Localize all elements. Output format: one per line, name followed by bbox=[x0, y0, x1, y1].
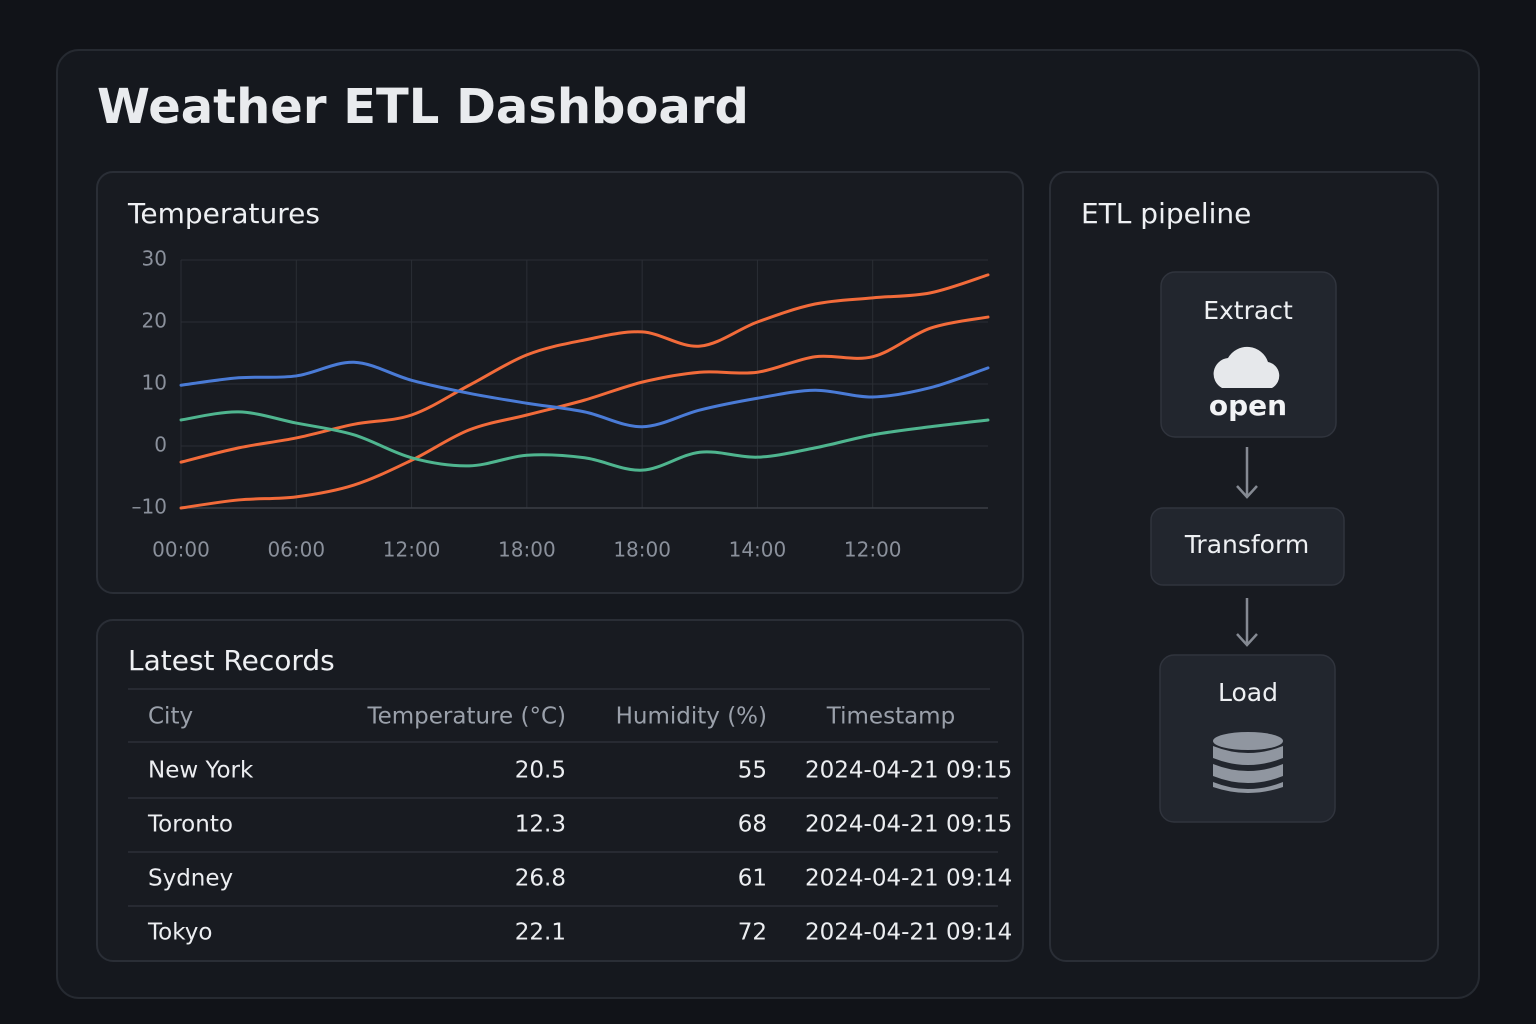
column-header: Humidity (%) bbox=[616, 704, 767, 730]
table-cell: 55 bbox=[738, 758, 767, 784]
x-tick-label: 14:00 bbox=[729, 538, 787, 562]
series-line bbox=[179, 315, 990, 510]
chart: 30 20 10 0 –10 00:00 06:00 12:00 18:00 18:00 14:00… bbox=[132, 247, 990, 562]
table-cell: Sydney bbox=[148, 866, 233, 892]
db-layer bbox=[1213, 764, 1283, 783]
column-header: Timestamp bbox=[826, 704, 955, 730]
table-cell: Toronto bbox=[147, 812, 233, 838]
x-tick-label: 12:00 bbox=[383, 538, 441, 562]
table-cell: 20.5 bbox=[515, 758, 566, 784]
table-cell: 61 bbox=[738, 866, 767, 892]
y-tick-label: –10 bbox=[132, 495, 167, 519]
x-tick-label: 00:00 bbox=[152, 538, 210, 562]
icon-text: open bbox=[1209, 389, 1287, 422]
db-layer bbox=[1213, 746, 1283, 765]
table-cell: 68 bbox=[738, 812, 767, 838]
x-tick-label: 18:00 bbox=[498, 538, 556, 562]
table-cell: 2024-04-21 09:15 bbox=[805, 812, 1012, 838]
series-line bbox=[179, 360, 990, 429]
series-line bbox=[179, 273, 990, 464]
page-title: Weather ETL Dashboard bbox=[97, 79, 749, 135]
x-tick-label: 18:00 bbox=[613, 538, 671, 562]
arrow bbox=[1236, 447, 1258, 499]
table-cell: 2024-04-21 09:14 bbox=[805, 920, 1012, 946]
y-tick-label: 30 bbox=[142, 247, 167, 271]
x-tick-label: 12:00 bbox=[844, 538, 902, 562]
y-tick-label: 0 bbox=[154, 433, 167, 457]
chart-title: Temperatures bbox=[127, 197, 320, 230]
step-label: Load bbox=[1218, 678, 1278, 707]
series-line bbox=[179, 410, 990, 472]
step-label: Extract bbox=[1203, 296, 1293, 325]
table-cell: 26.8 bbox=[515, 866, 566, 892]
table-cell: 12.3 bbox=[515, 812, 566, 838]
x-tick-label: 06:00 bbox=[267, 538, 325, 562]
column-header: City bbox=[148, 704, 193, 730]
table-cell: 2024-04-21 09:15 bbox=[805, 758, 1012, 784]
table-cell: Tokyo bbox=[147, 920, 212, 946]
db-layer bbox=[1213, 782, 1283, 793]
table-title: Latest Records bbox=[128, 644, 335, 677]
database-icon bbox=[1213, 732, 1283, 793]
records-table: City Temperature (°C) Humidity (%) Timestam… bbox=[128, 688, 1012, 946]
table-cell: 22.1 bbox=[515, 920, 566, 946]
transform-box bbox=[1150, 507, 1345, 586]
arrow bbox=[1236, 598, 1258, 647]
step-label: Transform bbox=[1184, 530, 1309, 559]
chart-card bbox=[96, 171, 1024, 594]
table-card bbox=[96, 619, 1024, 962]
y-tick-label: 10 bbox=[142, 371, 167, 395]
y-tick-label: 20 bbox=[142, 309, 167, 333]
cloud-icon bbox=[1213, 346, 1280, 388]
db-top bbox=[1213, 732, 1283, 750]
pipeline-title: ETL pipeline bbox=[1081, 197, 1251, 230]
table-cell: New York bbox=[148, 758, 254, 784]
table-cell: 2024-04-21 09:14 bbox=[805, 866, 1012, 892]
column-header: Temperature (°C) bbox=[366, 704, 566, 730]
table-cell: 72 bbox=[738, 920, 767, 946]
